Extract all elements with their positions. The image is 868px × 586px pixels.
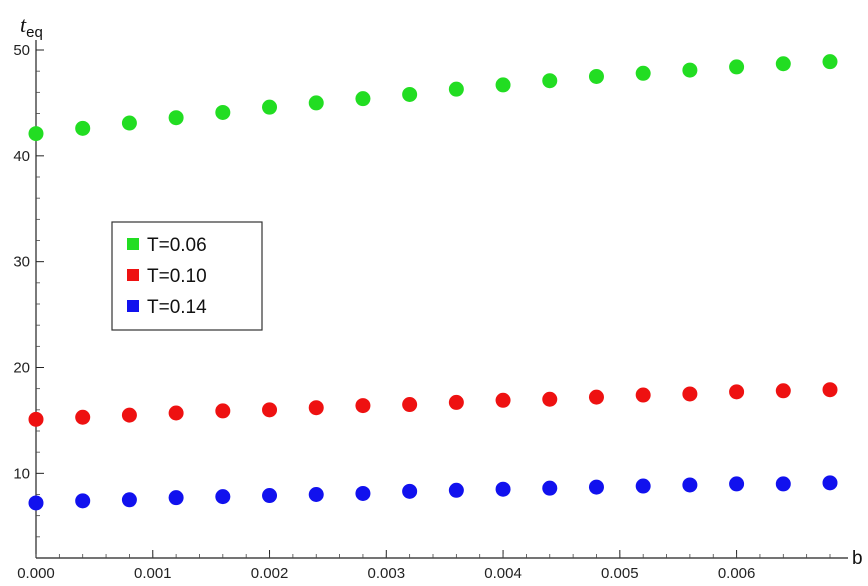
- data-point: [308, 400, 324, 416]
- data-point: [402, 483, 418, 499]
- legend-items: T=0.06 T=0.10 T=0.14: [127, 235, 207, 318]
- x-tick-label: 0.004: [484, 565, 522, 582]
- data-point: [822, 475, 838, 491]
- data-point: [822, 54, 838, 70]
- data-point: [588, 389, 604, 405]
- data-point: [729, 384, 745, 400]
- data-point: [402, 86, 418, 102]
- data-point: [542, 480, 558, 496]
- data-point: [775, 476, 791, 492]
- data-point: [75, 493, 91, 509]
- data-point: [495, 481, 511, 497]
- data-point: [635, 478, 651, 494]
- data-point: [262, 402, 278, 418]
- series-1: [28, 54, 838, 142]
- x-tick-label: 0.002: [251, 565, 289, 582]
- data-point: [682, 477, 698, 493]
- x-tick-label: 0.005: [601, 565, 639, 582]
- series-3: [28, 475, 838, 511]
- y-tick-label: 50: [13, 42, 30, 59]
- data-point: [28, 495, 44, 511]
- data-point: [635, 387, 651, 403]
- data-point: [355, 398, 371, 414]
- x-axis-title: b: [852, 548, 863, 569]
- data-point: [262, 99, 278, 115]
- data-point: [682, 386, 698, 402]
- data-point: [588, 68, 604, 84]
- x-tick-label: 0.006: [718, 565, 756, 582]
- data-point: [215, 104, 231, 120]
- data-point: [308, 487, 324, 502]
- data-point: [635, 65, 651, 81]
- data-point: [495, 77, 511, 93]
- x-tick-label: 0.000: [17, 565, 55, 582]
- data-point: [28, 411, 44, 427]
- data-point: [308, 95, 324, 111]
- legend-label: T=0.06: [147, 235, 207, 256]
- data-point: [262, 488, 278, 504]
- data-point: [121, 115, 137, 131]
- data-point: [448, 482, 464, 498]
- data-point: [121, 492, 137, 508]
- y-tick-label: 20: [13, 360, 30, 377]
- y-axis-title-sub: eq: [26, 24, 43, 41]
- data-point: [75, 120, 91, 136]
- data-point: [542, 73, 558, 89]
- y-tick-label: 30: [13, 254, 30, 271]
- data-point: [542, 391, 558, 407]
- data-point: [448, 81, 464, 97]
- data-point: [121, 407, 137, 423]
- legend-label: T=0.14: [147, 297, 207, 318]
- data-point: [168, 110, 184, 126]
- legend-label: T=0.10: [147, 266, 207, 287]
- data-point: [682, 62, 698, 78]
- data-point: [729, 476, 745, 492]
- data-point: [448, 394, 464, 410]
- data-points: [28, 54, 838, 511]
- data-point: [495, 392, 511, 408]
- legend: T=0.06 T=0.10 T=0.14: [111, 221, 263, 331]
- data-point: [729, 59, 745, 75]
- y-axis-title-main: t: [20, 12, 27, 37]
- series-2: [28, 382, 838, 427]
- data-point: [355, 485, 371, 501]
- data-point: [28, 126, 44, 142]
- y-axis-title: teq: [20, 12, 43, 41]
- legend-swatch: [127, 300, 139, 312]
- x-tick-label: 0.003: [368, 565, 406, 582]
- legend-swatch: [127, 238, 139, 250]
- data-point: [75, 409, 91, 425]
- data-point: [168, 405, 184, 421]
- ticks: 0.000 0.001 0.002 0.003 0.004 0.005 0.006 10 20 3…: [13, 42, 831, 582]
- data-point: [215, 489, 231, 505]
- legend-swatch: [127, 269, 139, 281]
- y-tick-label: 10: [13, 465, 30, 482]
- y-tick-label: 40: [13, 148, 30, 165]
- data-point: [775, 56, 791, 72]
- x-tick-label: 0.001: [134, 565, 172, 582]
- data-point: [355, 91, 371, 107]
- data-point: [775, 383, 791, 399]
- data-point: [588, 479, 604, 495]
- data-point: [215, 403, 231, 419]
- data-point: [402, 397, 418, 413]
- data-point: [168, 490, 184, 506]
- data-point: [822, 382, 838, 398]
